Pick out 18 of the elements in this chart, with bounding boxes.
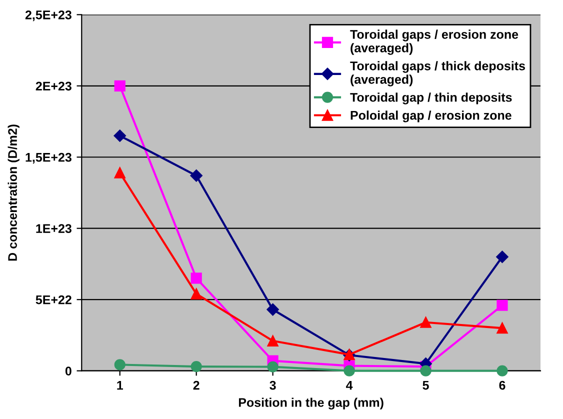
- y-tick-label: 5E+22: [36, 295, 72, 304]
- x-tick-label: 5: [422, 380, 429, 390]
- legend-label: Toroidal gaps / thick deposits (averaged): [350, 61, 525, 86]
- x-tick-label: 2: [193, 380, 200, 390]
- x-tick-label: 1: [117, 380, 123, 390]
- legend-label: Poloidal gap / erosion zone: [350, 110, 512, 122]
- y-axis-title: D concentration (D/m2): [8, 124, 20, 261]
- y-tick-label: 2,5E+23: [25, 10, 72, 22]
- x-tick-label: 3: [270, 380, 276, 390]
- y-tick-label: 0: [65, 366, 72, 376]
- y-tick-label: 1E+23: [36, 224, 72, 234]
- y-tick-label: 2E+23: [36, 82, 72, 91]
- x-tick-label: 4: [346, 380, 353, 390]
- legend-label: Toroidal gap / thin deposits: [350, 92, 512, 104]
- legend-label: Toroidal gaps / erosion zone (averaged): [350, 30, 518, 55]
- y-tick-label: 1,5E+23: [26, 152, 72, 164]
- x-tick-label: 6: [499, 380, 506, 390]
- x-axis-title: Position in the gap (mm): [238, 398, 384, 410]
